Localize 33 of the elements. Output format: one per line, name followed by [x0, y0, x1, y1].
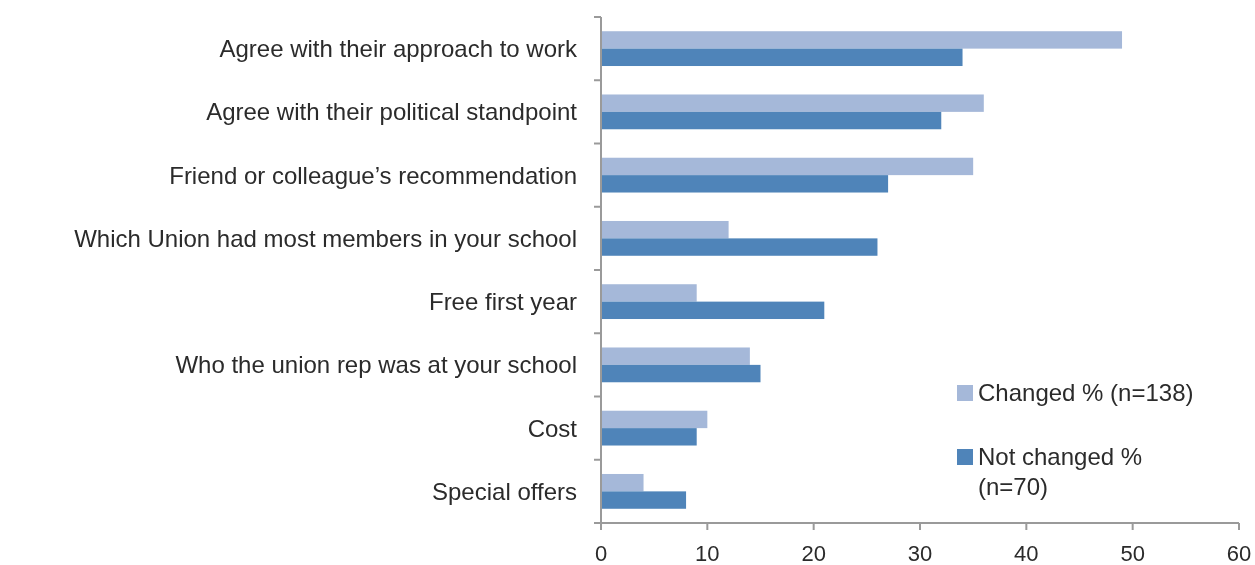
legend-label: Not changed % (n=70) — [978, 443, 1143, 500]
bar — [601, 347, 750, 365]
legend-label: Changed % (n=138) — [978, 379, 1194, 406]
x-tick-label: 50 — [1120, 541, 1145, 565]
x-tick-label: 60 — [1226, 541, 1252, 565]
x-tick-label: 20 — [801, 541, 826, 565]
bar — [601, 175, 889, 193]
y-tick-label: Who the union rep was at your school — [175, 351, 577, 379]
bar — [601, 491, 687, 509]
bar — [601, 364, 761, 383]
x-tick-label: 0 — [594, 541, 608, 565]
bar — [601, 410, 708, 429]
x-tick-label: 10 — [695, 541, 720, 565]
bar — [601, 428, 697, 446]
y-tick-label: Agree with their approach to work — [219, 35, 578, 63]
bar — [601, 48, 963, 67]
y-tick-label: Friend or colleague’s recommendation — [169, 161, 577, 189]
x-tick-label: 30 — [907, 541, 933, 565]
bar — [601, 238, 878, 256]
bar — [601, 473, 644, 492]
y-tick-label: Free first year — [428, 288, 578, 316]
bar — [601, 220, 729, 239]
y-tick-label: Cost — [527, 414, 578, 442]
x-tick-label: 40 — [1014, 541, 1039, 565]
y-tick-label: Special offers — [432, 477, 577, 505]
bar — [601, 284, 697, 302]
bar — [601, 111, 942, 130]
bar — [601, 31, 1123, 49]
bar — [601, 94, 984, 112]
bar — [601, 157, 974, 176]
bar — [601, 301, 825, 320]
y-tick-label: Agree with their political standpoint — [206, 98, 578, 126]
y-tick-label: Which Union had most members in your school — [74, 224, 577, 252]
